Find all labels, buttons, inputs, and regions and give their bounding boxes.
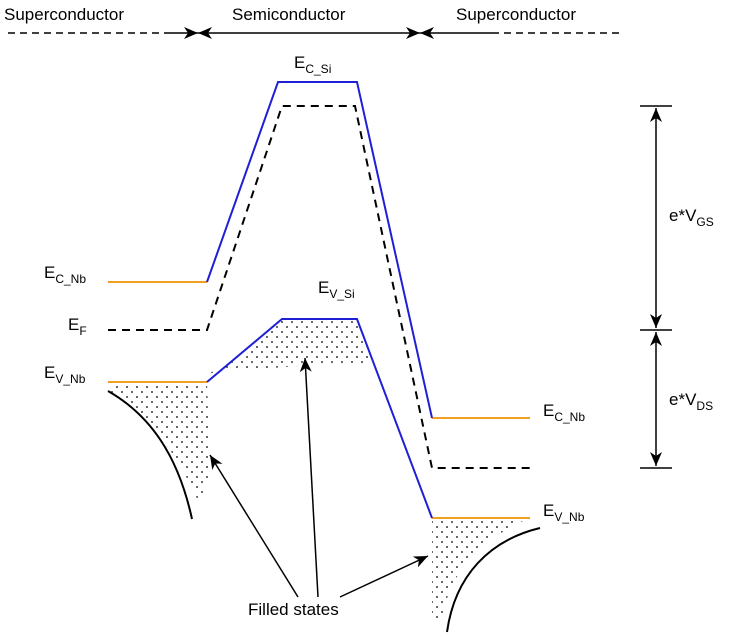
region-header: Superconductor Semiconductor Superconduc…: [4, 5, 622, 39]
dos-curve-left: [107, 390, 193, 520]
conduction-band-edge: [206, 81, 433, 419]
filled-states-label: Filled states: [248, 600, 339, 619]
ef-label: EF: [68, 315, 87, 338]
ec-nb-left-label: EC_Nb: [44, 263, 86, 286]
arrow-to-middle-states: [299, 357, 319, 598]
filled-states-arrows: [209, 357, 429, 598]
filled-states-right-region: [432, 518, 530, 620]
arrow-to-left-states: [209, 454, 299, 598]
filled-states-middle-region: [207, 319, 372, 382]
arrow-to-right-states: [339, 555, 429, 598]
region-right-label: Superconductor: [456, 5, 576, 24]
ec-nb-right-label: EC_Nb: [543, 401, 585, 424]
valence-band-edge: [206, 318, 433, 519]
ev-si-label: EV_Si: [318, 278, 355, 301]
dos-curve-right: [446, 527, 541, 633]
vds-label: e*VDS: [669, 390, 713, 413]
fermi-level-line: [108, 105, 530, 469]
ev-nb-left-label: EV_Nb: [44, 363, 86, 386]
region-left-label: Superconductor: [4, 5, 124, 24]
vgs-label: e*VGS: [669, 206, 714, 229]
region-middle-label: Semiconductor: [232, 5, 346, 24]
voltage-brackets: [640, 105, 672, 469]
ev-nb-right-label: EV_Nb: [543, 501, 585, 524]
filled-states-left-region: [108, 382, 210, 505]
ec-si-label: EC_Si: [294, 53, 331, 76]
